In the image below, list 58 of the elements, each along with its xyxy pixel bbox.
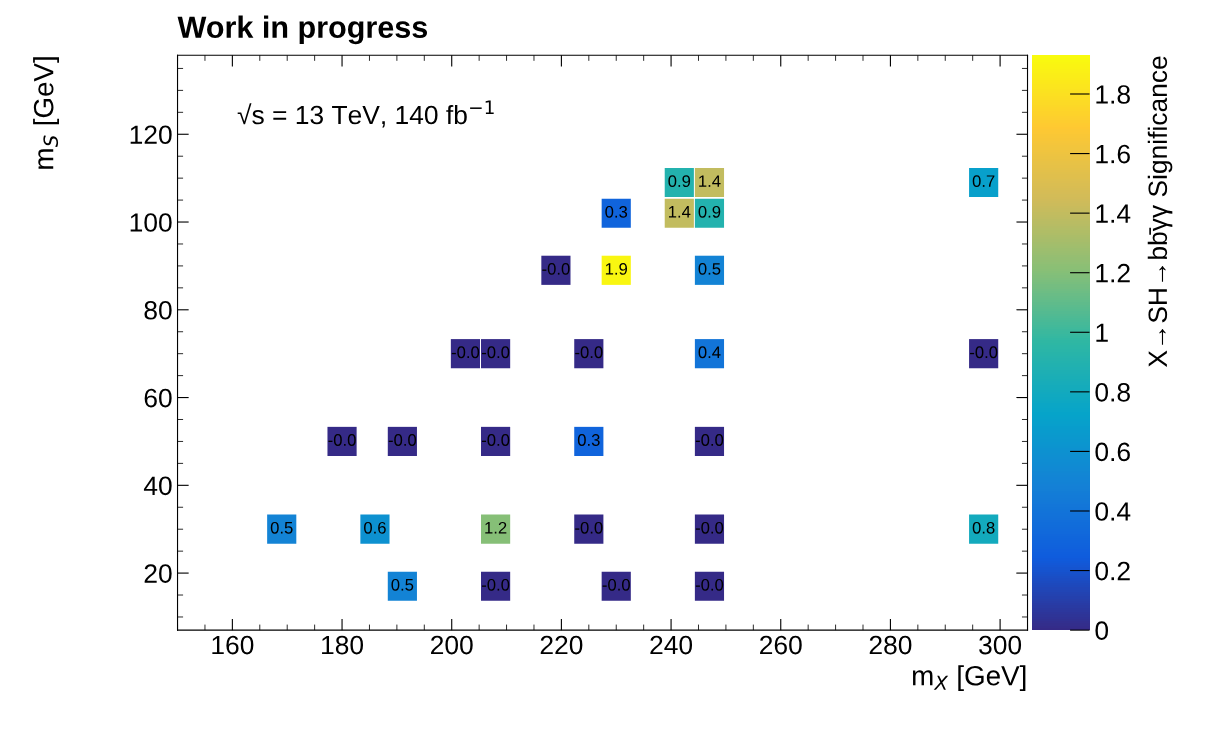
annotation: 1.4 [668, 206, 691, 218]
color-bar-label: 0 [1095, 621, 1109, 640]
annotation: 0.4 [698, 346, 721, 359]
annotation: √s = 13 TeV, 140 fb$^{−1}$ [237, 100, 494, 128]
annotation: -0.0 [542, 262, 570, 275]
x-tick-label: 300 [979, 635, 1022, 655]
y-axis-title: m$_{S}$ [GeV] [33, 57, 59, 169]
annotation: 1.9 [605, 262, 628, 275]
annotation: -0.0 [575, 521, 603, 534]
color-bar-title: X→SH→bb̄γγ Significance [1147, 56, 1173, 368]
annotation: -0.0 [481, 346, 510, 359]
annotation: -0.0 [695, 434, 724, 446]
annotation: 0.8 [972, 521, 995, 534]
x-tick-label: 240 [650, 635, 693, 655]
color-bar-label: 1 [1096, 323, 1108, 342]
annotation: 0.3 [577, 434, 600, 446]
color-bar-label: 1.6 [1096, 144, 1130, 164]
x-tick-label: 260 [760, 635, 802, 655]
y-tick-label: 60 [144, 388, 172, 408]
annotation: -0.0 [388, 434, 417, 446]
annotation: 0.9 [698, 205, 721, 218]
color-bar-label: 1.2 [1096, 263, 1130, 283]
annotation: -0.0 [695, 521, 724, 534]
annotation: 0.6 [364, 521, 386, 534]
color-bar-label: 0.8 [1095, 382, 1130, 402]
x-tick-label: 280 [869, 635, 912, 655]
y-tick-label: 20 [144, 564, 172, 583]
annotation: 0.5 [698, 262, 721, 275]
annotation: 0.7 [972, 175, 995, 188]
color-bar-label: 0.4 [1095, 502, 1131, 521]
annotation: -0.0 [481, 434, 510, 446]
annotation: -0.0 [328, 434, 356, 446]
x-tick-label: 180 [322, 635, 364, 655]
annotation: 0.3 [605, 205, 628, 218]
annotation: 0.5 [270, 521, 293, 534]
color-bar-label: 1.4 [1096, 204, 1131, 223]
annotation: -0.0 [602, 578, 630, 591]
color-bar-label: 0.6 [1095, 442, 1130, 462]
x-tick-label: 160 [212, 635, 254, 655]
annotation: -0.0 [451, 346, 480, 359]
y-tick-label: 120 [130, 125, 172, 145]
annotation: -0.0 [970, 346, 998, 359]
annotation: 1.2 [485, 521, 507, 534]
x-axis-title: m$_{X}$ [GeV] [912, 665, 1026, 692]
chart-title: Work in progress [177, 15, 428, 45]
annotation: -0.0 [695, 578, 724, 591]
color-bar-label: 1.8 [1096, 85, 1130, 104]
y-tick-label: 100 [130, 213, 172, 232]
x-tick-label: 220 [540, 635, 583, 655]
y-tick-label: 80 [144, 300, 172, 320]
annotation: 1.4 [699, 175, 721, 187]
annotation: -0.0 [575, 346, 603, 359]
annotation: 0.9 [668, 175, 691, 188]
annotation: 0.5 [391, 578, 414, 591]
annotation: -0.0 [481, 578, 510, 591]
y-tick-label: 40 [143, 476, 172, 496]
x-tick-label: 200 [431, 635, 473, 655]
color-bar-label: 0.2 [1095, 561, 1130, 581]
